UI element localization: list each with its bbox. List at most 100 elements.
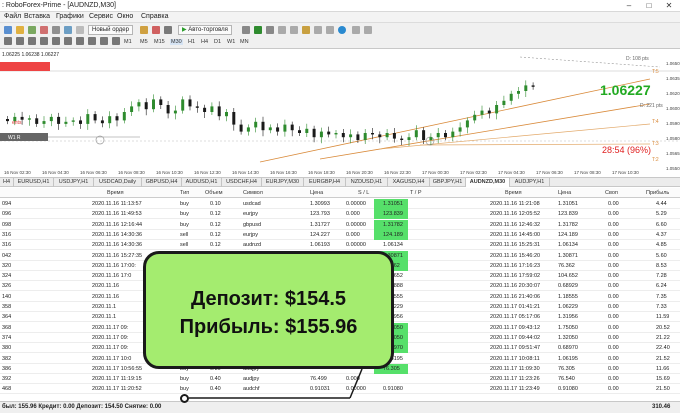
text-icon[interactable] xyxy=(88,37,96,45)
crosshair-icon[interactable] xyxy=(16,37,24,45)
tf-w1[interactable]: W1 xyxy=(227,39,236,45)
tab-eurusd-h1[interactable]: EURUSD,H1 xyxy=(14,178,54,187)
row-symbol: eurjpy xyxy=(243,231,258,238)
tab-h4[interactable]: H4 xyxy=(0,178,14,187)
candle-body xyxy=(334,133,338,135)
options-icon[interactable] xyxy=(164,26,172,34)
arrows-icon[interactable] xyxy=(112,37,120,45)
tf-m15[interactable]: M15 xyxy=(154,39,165,45)
history-icon[interactable] xyxy=(76,26,84,34)
navigator-icon[interactable] xyxy=(40,26,48,34)
row-type: buy xyxy=(180,211,189,218)
close-button[interactable]: ✕ xyxy=(665,1,673,10)
tf-m1[interactable]: M1 xyxy=(124,39,132,45)
tf-m30[interactable]: M30 xyxy=(170,39,183,45)
menu-file[interactable]: Файл xyxy=(4,13,22,20)
indicator-header-bar xyxy=(0,62,50,71)
row-open-time: 2020.11.16 xyxy=(92,293,120,300)
candle-body xyxy=(108,116,112,124)
tab-audjpy-h1[interactable]: AUDJPY,H1 xyxy=(510,178,550,187)
tab-usdchf-h4[interactable]: USDCHF,H4 xyxy=(222,178,262,187)
new-chart-icon[interactable] xyxy=(4,26,12,34)
candle-body xyxy=(283,124,287,132)
market-watch-icon[interactable] xyxy=(28,26,36,34)
zoom-out-icon[interactable] xyxy=(290,26,298,34)
minimize-button[interactable]: – xyxy=(626,1,632,10)
menu-window[interactable]: Окно xyxy=(117,13,134,20)
tab-gbpjpy-h1[interactable]: GBPJPY,H1 xyxy=(430,178,466,187)
label-icon[interactable] xyxy=(100,37,108,45)
tab-usdcad-daily[interactable]: USDCAD,Daily xyxy=(94,178,142,187)
channel-icon[interactable] xyxy=(64,37,72,45)
table-row[interactable]: 392 2020.11.17 11:19:15 buy 0.40 audjpy 76.49… xyxy=(0,374,680,385)
cursor-icon[interactable] xyxy=(4,37,12,45)
autoscroll-icon[interactable] xyxy=(314,26,322,34)
row-swap: 0.00 xyxy=(608,252,619,259)
zoom-in-icon[interactable] xyxy=(278,26,286,34)
menu-charts[interactable]: Графики xyxy=(56,13,84,20)
profiles-icon[interactable] xyxy=(16,26,24,34)
bar-chart-icon[interactable] xyxy=(242,26,250,34)
col-type[interactable]: Тип xyxy=(180,190,190,196)
col-profit[interactable]: Прибыль xyxy=(646,190,670,196)
col-symbol[interactable]: Символ xyxy=(243,190,263,196)
col-open-time[interactable]: Время xyxy=(107,190,124,196)
table-row[interactable]: 468 2020.11.17 11:20:52 buy 0.40 audchf 0.910… xyxy=(0,384,680,395)
col-volume[interactable]: Объем xyxy=(205,190,223,196)
menu-help[interactable]: Справка xyxy=(141,13,169,20)
tester-icon[interactable] xyxy=(64,26,72,34)
col-swap[interactable]: Своп xyxy=(605,190,618,196)
row-open-time: 2020.11.17 09: xyxy=(92,345,129,352)
tab-gbpusd-h4[interactable]: GBPUSD,H4 xyxy=(142,178,182,187)
table-row[interactable]: 094 2020.11.16 11:13:57 buy 0.10 usdcad 1.309… xyxy=(0,199,680,209)
col-close-price[interactable]: Цена xyxy=(558,190,572,196)
indicators-icon[interactable] xyxy=(338,26,346,34)
tab-xagusd-h4[interactable]: XAGUSD,H4 xyxy=(388,178,430,187)
shift-icon[interactable] xyxy=(326,26,334,34)
tab-eurgbp-h4[interactable]: EURGBP,H4 xyxy=(304,178,346,187)
fibo-icon[interactable] xyxy=(76,37,84,45)
row-open-time: 2020.11.16 15:27:35 xyxy=(92,252,143,259)
row-swap: 0.00 xyxy=(608,314,619,321)
tf-mn[interactable]: MN xyxy=(240,39,249,45)
col-sl[interactable]: S / L xyxy=(358,190,370,196)
candle-body xyxy=(27,118,31,120)
tf-m5[interactable]: M5 xyxy=(140,39,148,45)
trendline-icon[interactable] xyxy=(52,37,60,45)
col-price[interactable]: Цена xyxy=(310,190,324,196)
time-axis-label: 16 Nov 08:30 xyxy=(118,170,145,175)
row-profit: 5.60 xyxy=(656,252,667,259)
col-close-time[interactable]: Время xyxy=(505,190,522,196)
tab-audnzd-m30[interactable]: AUDNZD,M30 xyxy=(466,178,510,187)
tab-nzdusd-h1[interactable]: NZDUSD,H1 xyxy=(346,178,388,187)
col-tp[interactable]: T / P xyxy=(410,190,422,196)
tf-h1[interactable]: H1 xyxy=(188,39,196,45)
menu-tools[interactable]: Сервис xyxy=(89,13,113,20)
table-row[interactable]: 316 2020.11.16 14:30:36 sell 0.12 eurjpy 124.… xyxy=(0,229,680,240)
table-row[interactable]: 098 2020.11.16 12:16:44 buy 0.12 gbpusd 1.317… xyxy=(0,219,680,230)
line-chart-icon[interactable] xyxy=(266,26,274,34)
maximize-button[interactable]: □ xyxy=(646,1,652,10)
tf-d1[interactable]: D1 xyxy=(214,39,222,45)
periods-icon[interactable] xyxy=(352,26,360,34)
price-chart[interactable]: 1.06225 1.06238 1.06227 D: 108 pts D: 22… xyxy=(0,49,680,177)
templates-icon[interactable] xyxy=(364,26,372,34)
tf-h4[interactable]: H4 xyxy=(201,39,209,45)
candles-icon[interactable] xyxy=(254,26,262,34)
signals-icon[interactable] xyxy=(152,26,160,34)
autotrading-button[interactable]: ▶ Авто-торговля xyxy=(178,25,232,35)
new-order-button[interactable]: Новый ордер xyxy=(88,25,133,35)
candle-body xyxy=(254,121,258,128)
tab-eurjpy-m30[interactable]: EURJPY,M30 xyxy=(262,178,304,187)
row-symbol: eurjpy xyxy=(243,211,258,218)
menu-insert[interactable]: Вставка xyxy=(24,13,51,20)
tab-audusd-h1[interactable]: AUDUSD,H1 xyxy=(182,178,222,187)
metaeditor-icon[interactable] xyxy=(140,26,148,34)
vline-icon[interactable] xyxy=(28,37,36,45)
tile-icon[interactable] xyxy=(302,26,310,34)
tab-usdjpy-h1[interactable]: USDJPY,H1 xyxy=(54,178,94,187)
terminal-icon[interactable] xyxy=(52,26,60,34)
table-row[interactable]: 316 2020.11.16 14:30:36 sell 0.12 audnzd 1.06… xyxy=(0,240,680,251)
hline-icon[interactable] xyxy=(40,37,48,45)
table-row[interactable]: 096 2020.11.16 11:49:53 buy 0.12 eurjpy 123.7… xyxy=(0,209,680,220)
